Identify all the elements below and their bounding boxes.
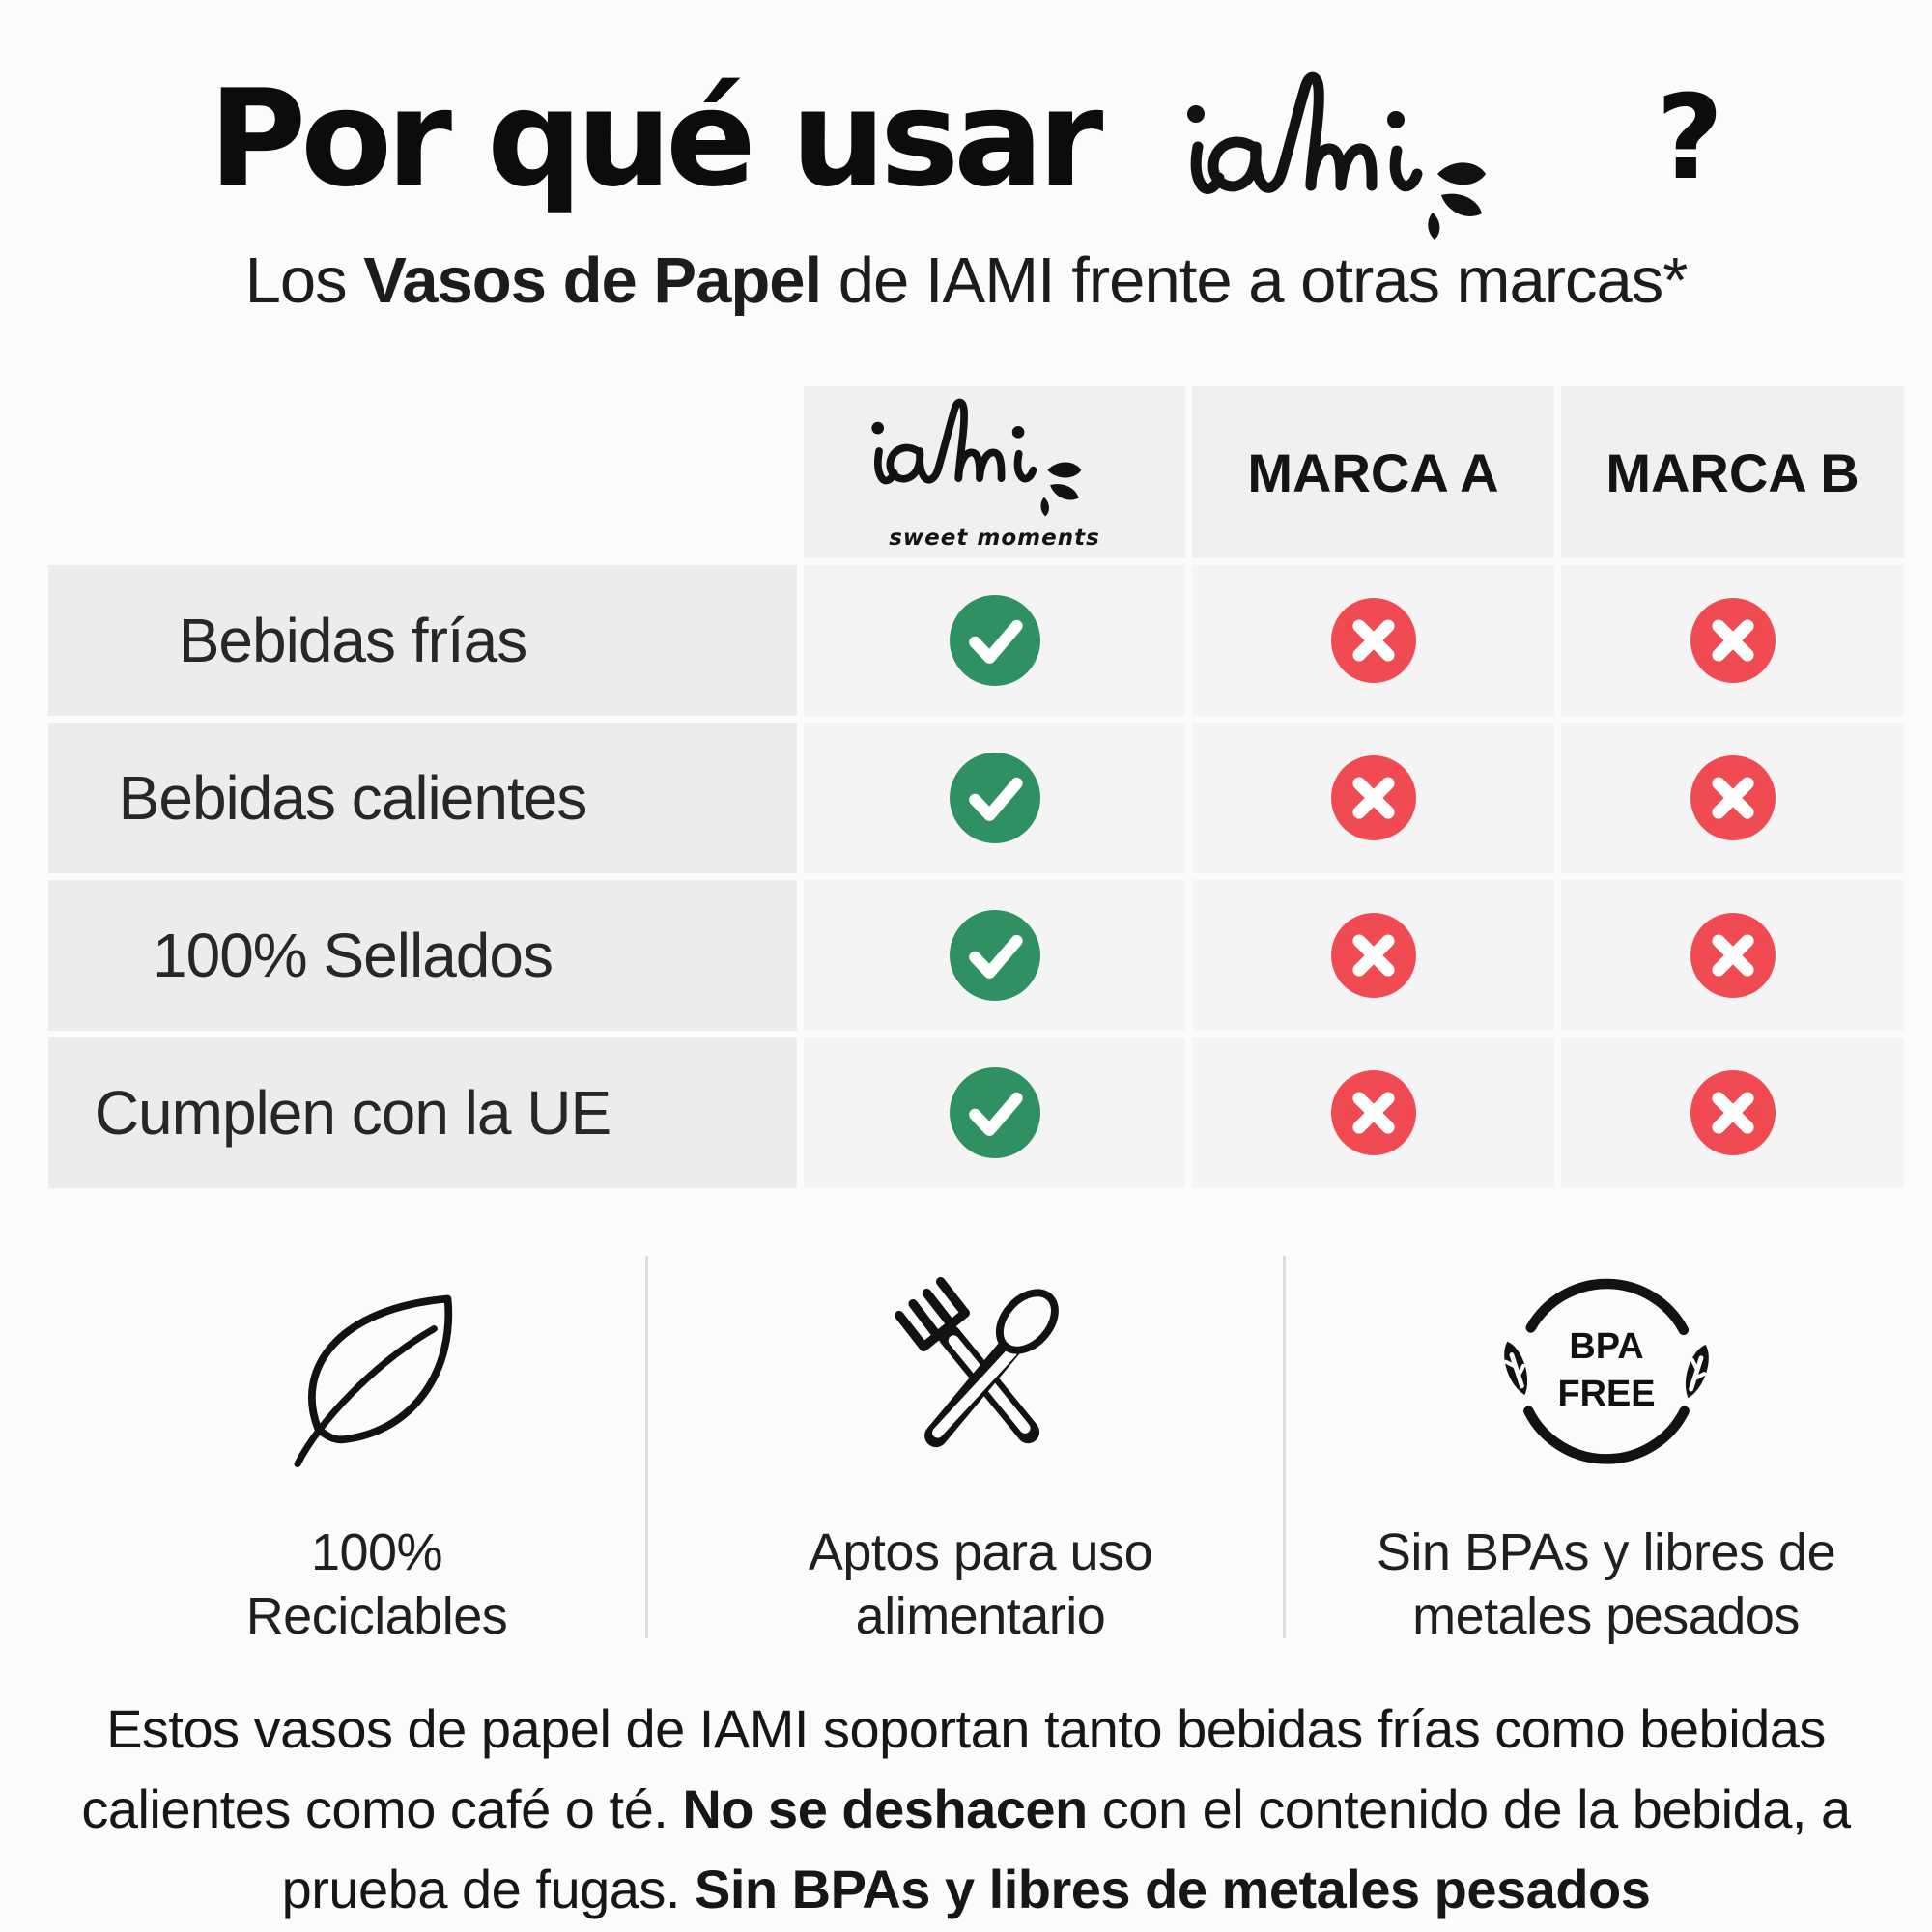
features-strip: 100% Reciclables — [0, 1248, 1932, 1652]
bpa-badge-line1: BPA — [1569, 1326, 1643, 1367]
bpa-badge-line2: FREE — [1557, 1374, 1655, 1414]
comparison-table: sweet moments MARCA A MARCA B Bebidas fr… — [48, 386, 1904, 1188]
iami-logo-small — [871, 399, 1082, 517]
cross-icon — [1330, 1070, 1416, 1155]
feature-food-safe-text: Aptos para uso alimentario — [808, 1523, 1153, 1645]
feature-bpa-free: BPA FREE Sin BPAs y libres de metales pe… — [1309, 1248, 1903, 1652]
title-question-mark: ? — [1656, 71, 1723, 206]
cross-icon — [1690, 913, 1776, 998]
feature-recyclable: 100% Reciclables — [126, 1248, 628, 1652]
brand-tagline: sweet moments — [889, 525, 1100, 551]
leaf-icon — [294, 1294, 453, 1468]
marca-a-label: MARCA A — [1247, 441, 1499, 503]
cross-icon — [1330, 913, 1416, 998]
column-header-iami: sweet moments — [804, 386, 1185, 558]
page-title: Por qué usar ? — [0, 17, 1932, 259]
table-cell — [804, 565, 1185, 716]
row-label-sellados: 100% Sellados — [48, 880, 797, 1031]
cross-icon — [1690, 598, 1776, 683]
cross-icon — [1690, 1070, 1776, 1155]
table-cell — [804, 1037, 1185, 1188]
vertical-divider — [1283, 1256, 1286, 1638]
feature-bpa-free-text: Sin BPAs y libres de metales pesados — [1376, 1523, 1836, 1645]
table-cell — [1192, 565, 1554, 716]
footer-paragraph: Estos vasos de papel de IAMI soportan ta… — [81, 1698, 1851, 1919]
table-cell — [804, 723, 1185, 873]
table-corner-cell — [48, 386, 797, 558]
row-label-cumplen-ue: Cumplen con la UE — [48, 1037, 797, 1188]
table-cell — [1192, 1037, 1554, 1188]
column-header-marca-a: MARCA A — [1192, 386, 1554, 558]
table-cell — [1561, 1037, 1904, 1188]
vertical-divider — [645, 1256, 648, 1638]
cutlery-icon — [895, 1277, 1059, 1448]
check-icon — [949, 753, 1040, 843]
check-icon — [949, 595, 1040, 686]
cross-icon — [1330, 598, 1416, 683]
iami-logo — [1187, 71, 1487, 240]
feature-food-safe: Aptos para uso alimentario — [710, 1248, 1251, 1652]
subtitle: Los Vasos de Papel de IAMI frente a otra… — [244, 244, 1689, 317]
table-cell — [1192, 723, 1554, 873]
table-cell — [804, 880, 1185, 1031]
marca-b-label: MARCA B — [1605, 441, 1860, 503]
feature-recyclable-text: 100% Reciclables — [245, 1523, 508, 1645]
row-label-bebidas-calientes: Bebidas calientes — [48, 723, 797, 873]
column-header-marca-b: MARCA B — [1561, 386, 1904, 558]
bpa-free-icon: BPA FREE — [1503, 1278, 1709, 1464]
cross-icon — [1330, 755, 1416, 840]
table-cell — [1561, 880, 1904, 1031]
check-icon — [949, 1067, 1040, 1158]
table-cell — [1192, 880, 1554, 1031]
title-text: Por qué usar — [209, 60, 1103, 216]
table-cell — [1561, 723, 1904, 873]
table-cell — [1561, 565, 1904, 716]
cross-icon — [1690, 755, 1776, 840]
row-label-bebidas-frias: Bebidas frías — [48, 565, 797, 716]
check-icon — [949, 910, 1040, 1001]
